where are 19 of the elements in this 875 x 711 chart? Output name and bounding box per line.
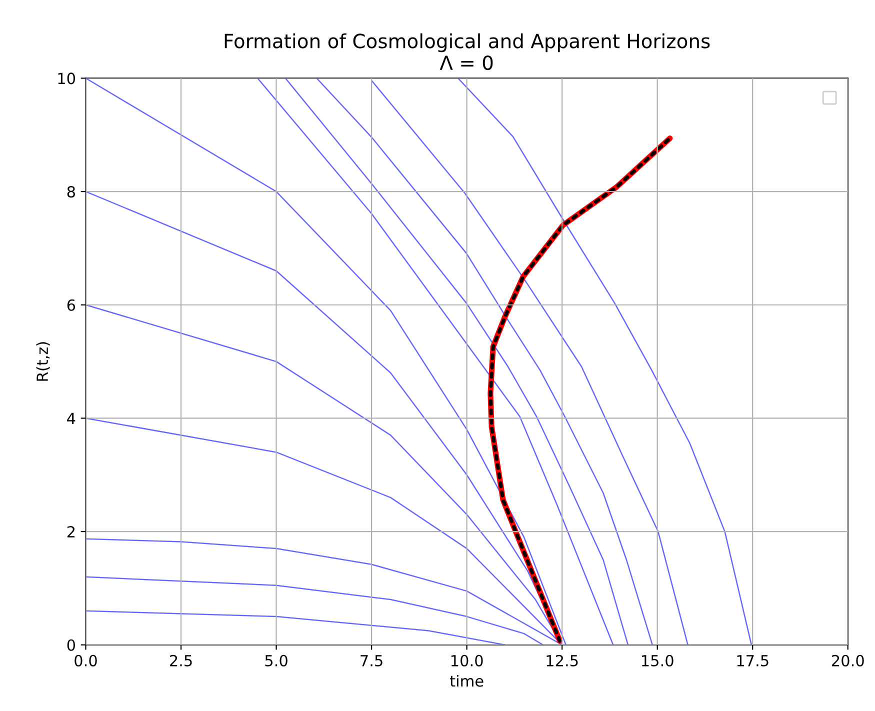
y-axis-title: R(t,z) — [36, 342, 50, 381]
y-tick-label: 6 — [67, 299, 76, 311]
y-tick-label: 0 — [67, 639, 76, 651]
x-tick-label: 12.5 — [546, 654, 578, 666]
x-tick-label: 15.0 — [642, 654, 674, 666]
x-axis-title: time — [450, 674, 484, 687]
x-tick-label: 17.5 — [737, 655, 768, 666]
chart-title: Formation of Cosmological and Apparent Horizons — [224, 33, 710, 52]
y-tick-label: 8 — [67, 186, 75, 198]
x-tick-label: 5.0 — [265, 654, 288, 666]
x-tick-label: 0.0 — [74, 654, 97, 666]
x-tick-label: 7.5 — [360, 655, 382, 666]
x-tick-label: 20.0 — [832, 654, 864, 666]
x-tick-label: 10.0 — [451, 654, 483, 666]
y-tick-label: 4 — [67, 412, 76, 424]
chart-subtitle: Λ = 0 — [440, 55, 493, 70]
y-tick-label: 2 — [67, 526, 74, 538]
x-tick-label: 2.5 — [170, 654, 192, 666]
y-tick-label: 10 — [58, 72, 76, 84]
